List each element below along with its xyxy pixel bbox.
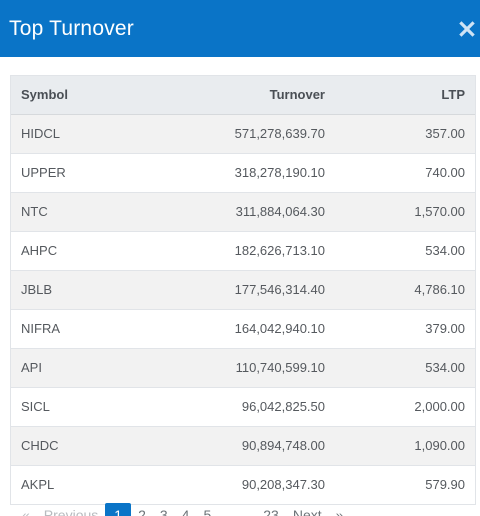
page-23-button[interactable]: 23: [263, 507, 279, 516]
symbol-cell[interactable]: SICL: [11, 387, 141, 427]
modal-title: Top Turnover: [9, 16, 134, 40]
symbol-cell[interactable]: NTC: [11, 192, 141, 232]
first-page-button[interactable]: «: [22, 507, 30, 516]
turnover-cell: 110,740,599.10: [141, 348, 335, 388]
close-icon: [459, 20, 475, 37]
table-row: UPPER 318,278,190.10 740.00: [11, 153, 475, 193]
turnover-cell: 182,626,713.10: [141, 231, 335, 271]
page-3-button[interactable]: 3: [159, 507, 168, 516]
symbol-cell[interactable]: NIFRA: [11, 309, 141, 349]
symbol-cell[interactable]: AKPL: [11, 465, 141, 505]
close-button[interactable]: [454, 16, 480, 42]
table-row: CHDC 90,894,748.00 1,090.00: [11, 426, 475, 466]
pagination: « Previous 1 2 3 4 5 … 23 Next »: [15, 502, 350, 516]
symbol-cell[interactable]: UPPER: [11, 153, 141, 193]
column-header-turnover[interactable]: Turnover: [141, 76, 335, 115]
turnover-table: Symbol Turnover LTP HIDCL 571,278,639.70…: [11, 76, 475, 505]
modal-header: Top Turnover: [0, 0, 480, 57]
turnover-cell: 177,546,314.40: [141, 270, 335, 310]
next-page-button[interactable]: Next: [292, 507, 322, 516]
page-5-button[interactable]: 5: [203, 507, 212, 516]
page-2-button[interactable]: 2: [138, 507, 146, 516]
table-row: AKPL 90,208,347.30 579.90: [11, 465, 475, 505]
turnover-cell: 164,042,940.10: [141, 309, 335, 349]
turnover-cell: 90,208,347.30: [141, 465, 335, 505]
turnover-cell: 90,894,748.00: [141, 426, 335, 466]
ltp-cell: 4,786.10: [335, 270, 475, 310]
ltp-cell: 534.00: [335, 231, 475, 271]
ltp-cell: 357.00: [335, 114, 475, 154]
symbol-cell[interactable]: AHPC: [11, 231, 141, 271]
symbol-cell[interactable]: CHDC: [11, 426, 141, 466]
ltp-cell: 2,000.00: [335, 387, 475, 427]
pagination-ellipsis: …: [230, 507, 245, 516]
turnover-cell: 311,884,064.30: [141, 192, 335, 232]
table-row: NTC 311,884,064.30 1,570.00: [11, 192, 475, 232]
table-row: API 110,740,599.10 534.00: [11, 348, 475, 388]
table-row: SICL 96,042,825.50 2,000.00: [11, 387, 475, 427]
symbol-cell[interactable]: JBLB: [11, 270, 141, 310]
ltp-cell: 579.90: [335, 465, 475, 505]
table-row: JBLB 177,546,314.40 4,786.10: [11, 270, 475, 310]
ltp-cell: 1,570.00: [335, 192, 475, 232]
ltp-cell: 534.00: [335, 348, 475, 388]
ltp-cell: 1,090.00: [335, 426, 475, 466]
column-header-symbol[interactable]: Symbol: [11, 76, 141, 115]
symbol-cell[interactable]: HIDCL: [11, 114, 141, 154]
turnover-table-container: Symbol Turnover LTP HIDCL 571,278,639.70…: [10, 75, 476, 505]
column-header-ltp[interactable]: LTP: [335, 76, 475, 115]
turnover-cell: 571,278,639.70: [141, 114, 335, 154]
table-row: HIDCL 571,278,639.70 357.00: [11, 114, 475, 154]
symbol-cell[interactable]: API: [11, 348, 141, 388]
turnover-cell: 96,042,825.50: [141, 387, 335, 427]
ltp-cell: 379.00: [335, 309, 475, 349]
page-4-button[interactable]: 4: [181, 507, 190, 516]
turnover-cell: 318,278,190.10: [141, 153, 335, 193]
previous-page-button[interactable]: Previous: [43, 507, 99, 516]
page-1-button[interactable]: 1: [105, 503, 132, 516]
last-page-button[interactable]: »: [335, 507, 344, 516]
table-header-row: Symbol Turnover LTP: [11, 76, 475, 115]
ltp-cell: 740.00: [335, 153, 475, 193]
table-row: AHPC 182,626,713.10 534.00: [11, 231, 475, 271]
table-row: NIFRA 164,042,940.10 379.00: [11, 309, 475, 349]
